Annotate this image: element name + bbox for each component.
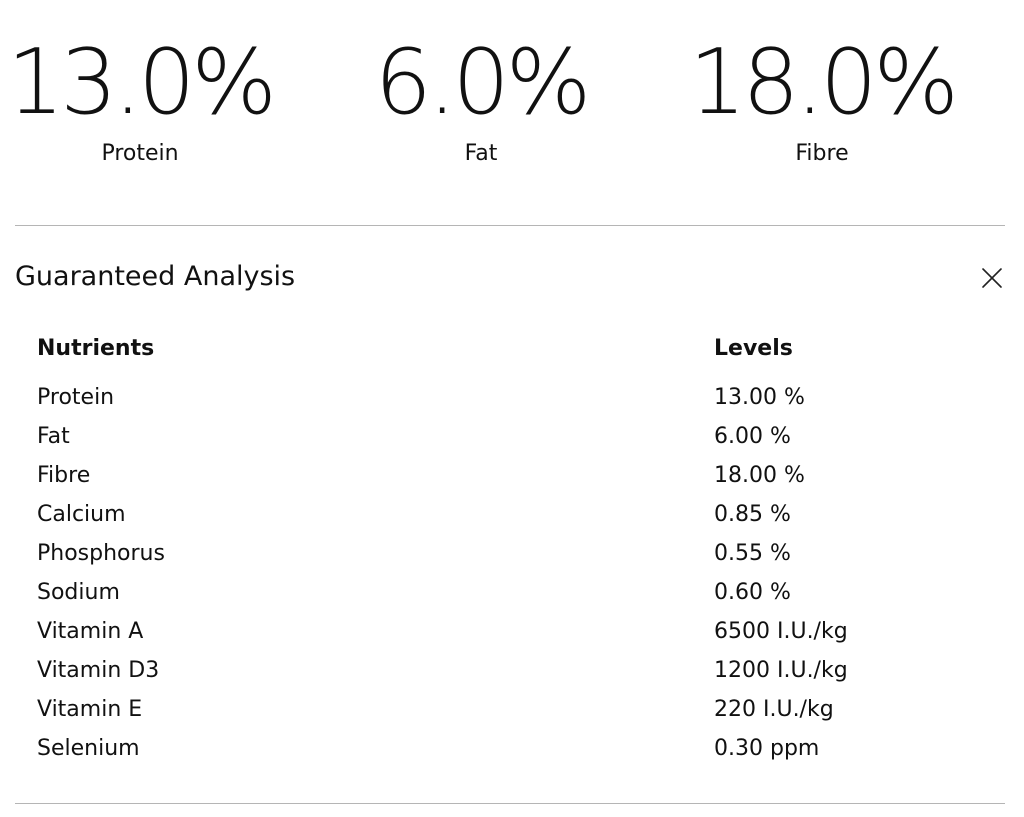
nutrient-level: 6.00 %: [714, 424, 791, 449]
highlight-protein: 13.0% Protein: [0, 28, 300, 170]
nutrient-name: Vitamin D3: [37, 658, 160, 683]
nutrient-name: Vitamin A: [37, 619, 144, 644]
top-divider: [15, 225, 1005, 226]
nutrient-name: Calcium: [37, 502, 126, 527]
nutrient-name: Phosphorus: [37, 541, 165, 566]
nutrient-level: 0.55 %: [714, 541, 791, 566]
nutrient-level: 0.30 ppm: [714, 736, 820, 761]
table-row: Sodium 0.60 %: [37, 575, 987, 614]
nutrient-level: 0.85 %: [714, 502, 791, 527]
highlight-label: Fibre: [795, 141, 849, 166]
table-row: Fibre 18.00 %: [37, 458, 987, 497]
table-row: Fat 6.00 %: [37, 419, 987, 458]
header-levels: Levels: [714, 336, 793, 361]
nutrient-level: 18.00 %: [714, 463, 805, 488]
nutrient-name: Protein: [37, 385, 115, 410]
nutrient-level: 220 I.U./kg: [714, 697, 834, 722]
analysis-table: Protein 13.00 % Fat 6.00 % Fibre 18.00 %…: [37, 380, 987, 770]
table-row: Vitamin A 6500 I.U./kg: [37, 614, 987, 653]
close-icon: [982, 268, 1002, 288]
nutrient-level: 13.00 %: [714, 385, 805, 410]
table-row: Phosphorus 0.55 %: [37, 536, 987, 575]
section-title: Guaranteed Analysis: [15, 261, 296, 292]
close-button[interactable]: [976, 262, 1008, 294]
bottom-divider: [15, 803, 1005, 804]
nutrient-name: Fat: [37, 424, 70, 449]
analysis-table-header: Nutrients Levels: [37, 332, 987, 366]
table-row: Calcium 0.85 %: [37, 497, 987, 536]
highlight-label: Protein: [101, 141, 179, 166]
nutrient-highlights: 13.0% Protein 6.0% Fat 18.0% Fibre: [0, 0, 1024, 225]
table-row: Protein 13.00 %: [37, 380, 987, 419]
highlight-fat: 6.0% Fat: [321, 28, 641, 170]
highlight-label: Fat: [464, 141, 498, 166]
nutrient-level: 1200 I.U./kg: [714, 658, 848, 683]
table-row: Selenium 0.30 ppm: [37, 731, 987, 770]
highlight-fibre: 18.0% Fibre: [662, 28, 982, 170]
nutrient-name: Fibre: [37, 463, 91, 488]
highlight-value: 13.0%: [7, 30, 277, 135]
highlight-value: 18.0%: [689, 30, 959, 135]
table-row: Vitamin D3 1200 I.U./kg: [37, 653, 987, 692]
nutrient-name: Vitamin E: [37, 697, 143, 722]
highlight-value: 6.0%: [374, 30, 592, 135]
nutrient-name: Selenium: [37, 736, 140, 761]
nutrient-name: Sodium: [37, 580, 120, 605]
nutrient-level: 0.60 %: [714, 580, 791, 605]
nutrient-level: 6500 I.U./kg: [714, 619, 848, 644]
header-nutrients: Nutrients: [37, 336, 155, 361]
table-row: Vitamin E 220 I.U./kg: [37, 692, 987, 731]
